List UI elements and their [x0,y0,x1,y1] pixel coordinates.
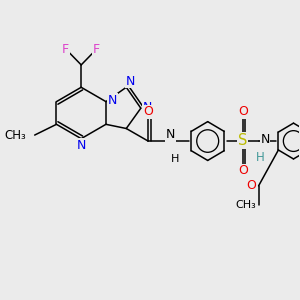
Text: N: N [166,128,175,141]
Text: F: F [93,43,100,56]
Text: CH₃: CH₃ [235,200,256,210]
Text: O: O [238,105,248,118]
Text: N: N [126,75,135,88]
Text: N: N [143,101,152,114]
Text: H: H [256,151,264,164]
Text: O: O [238,164,248,177]
Text: N: N [77,139,86,152]
Text: N: N [260,133,270,146]
Text: N: N [108,94,117,107]
Text: CH₃: CH₃ [4,129,26,142]
Text: S: S [238,133,247,148]
Text: O: O [246,179,256,192]
Text: O: O [143,105,153,118]
Text: F: F [62,43,69,56]
Text: H: H [171,154,179,164]
